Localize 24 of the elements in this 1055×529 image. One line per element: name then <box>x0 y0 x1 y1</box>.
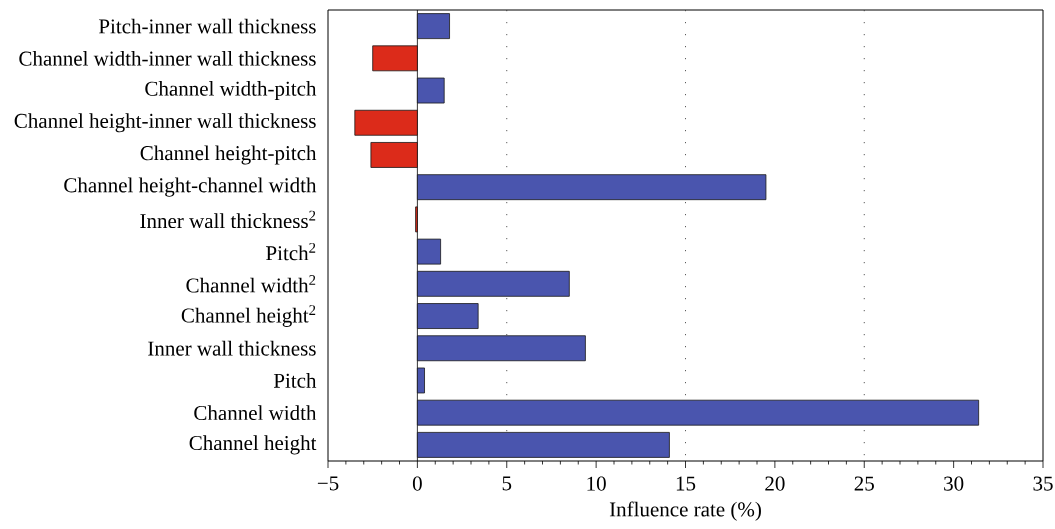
y-tick-label: Channel height$^{2}$ <box>181 305 316 327</box>
x-tick-label: 15 <box>676 476 696 491</box>
y-tick-label: Pitch <box>273 373 317 388</box>
x-tick-label: 10 <box>587 476 606 491</box>
x-tick-label: 5 <box>502 476 512 491</box>
x-tick-label: 30 <box>944 476 964 491</box>
y-tick-label: Channel width-pitch <box>145 81 317 101</box>
x-tick-label: 25 <box>854 476 874 491</box>
y-tick-label: Channel height-inner wall thickness <box>14 113 316 133</box>
x-tick-label: 20 <box>765 476 785 491</box>
y-tick-label: Inner wall thickness <box>148 340 316 356</box>
y-tick-label: Channel height-pitch <box>140 145 317 165</box>
x-axis-title: Influence rate (%) <box>609 501 761 521</box>
x-tick-label: 0 <box>412 476 422 491</box>
x-tick-label: −5 <box>317 476 339 491</box>
y-tick-label: Channel width <box>194 405 317 421</box>
y-tick-label: Channel height <box>189 435 317 455</box>
y-tick-label: Inner wall thickness$^{2}$ <box>140 210 316 229</box>
y-tick-label: Pitch-inner wall thickness <box>98 18 316 34</box>
y-tick-label: Pitch$^{2}$ <box>266 242 316 261</box>
x-tick-label: 35 <box>1033 476 1053 491</box>
y-tick-label: Channel height-channel width <box>64 177 317 197</box>
y-tick-label: Channel width-inner wall thickness <box>19 50 316 66</box>
y-tick-label: Channel width$^{2}$ <box>186 275 316 293</box>
